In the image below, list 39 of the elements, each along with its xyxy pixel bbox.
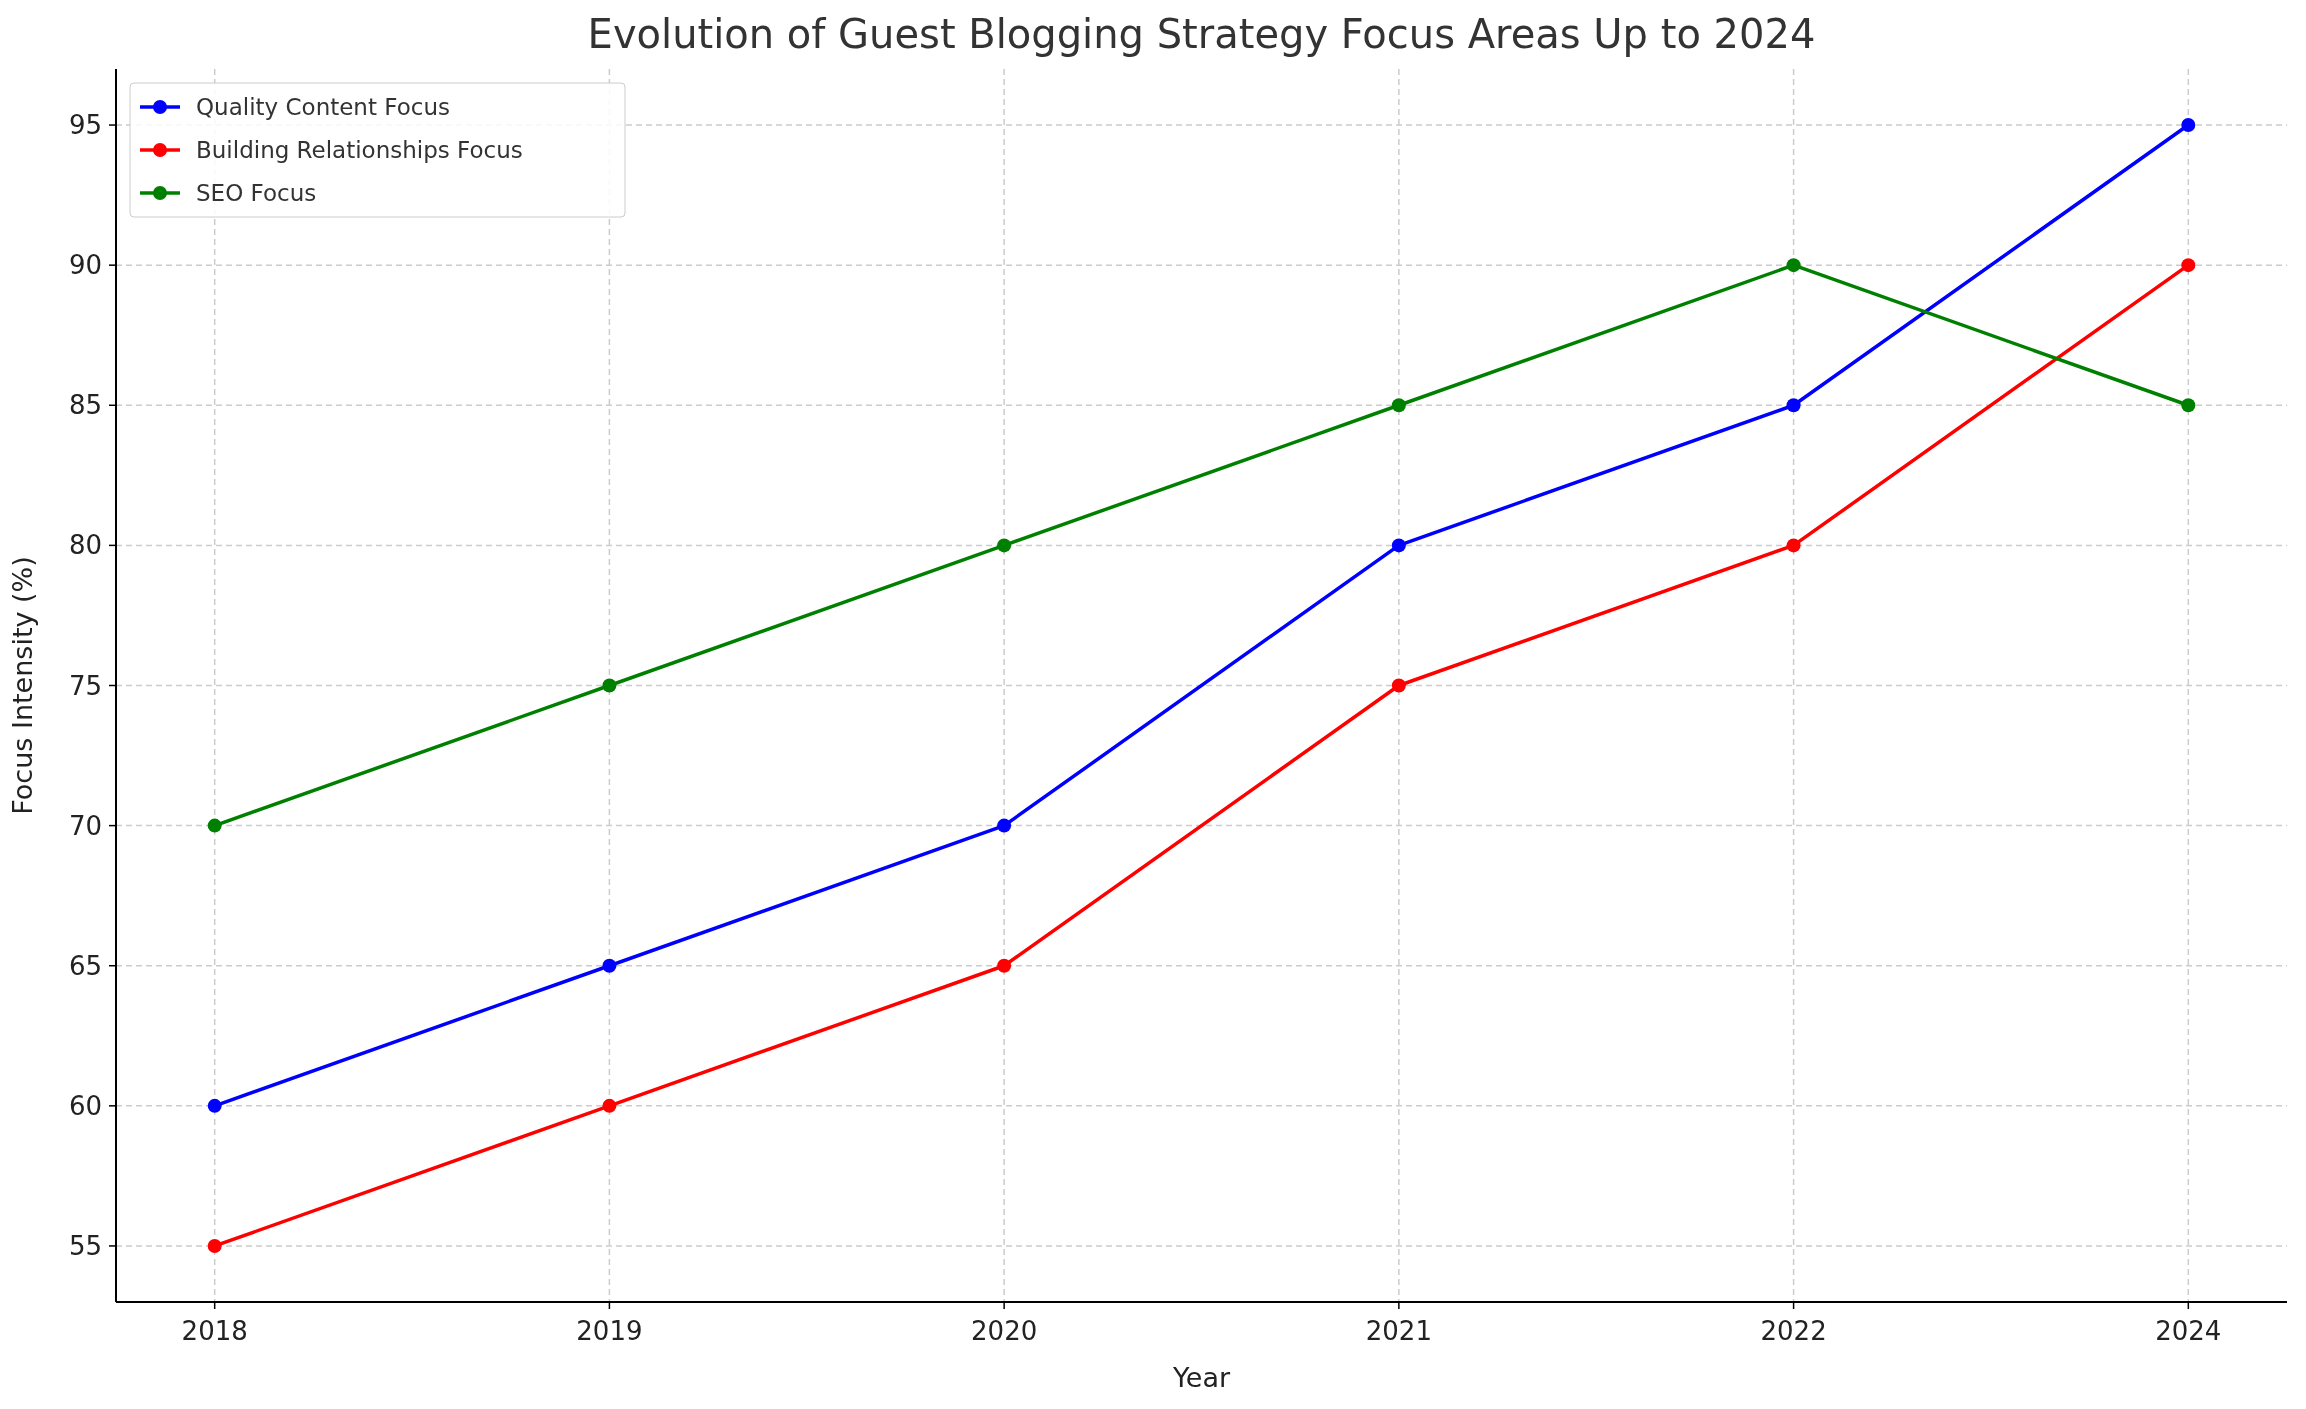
- x-tick-label: 2021: [1365, 1316, 1432, 1346]
- x-axis-title: Year: [1171, 1362, 1231, 1393]
- y-tick-label: 60: [68, 1090, 102, 1121]
- point: [1786, 398, 1801, 413]
- y-tick-label: 65: [68, 950, 102, 981]
- point: [2181, 398, 2196, 413]
- x-tick-label: 2020: [971, 1316, 1038, 1346]
- legend-label: Quality Content Focus: [196, 94, 450, 121]
- point: [207, 1238, 222, 1253]
- x-tick-label: 2019: [576, 1316, 643, 1346]
- point: [997, 538, 1012, 553]
- point: [602, 678, 617, 693]
- y-axis-title: Focus Intensity (%): [7, 556, 38, 815]
- y-tick-label: 80: [68, 530, 102, 561]
- y-tick-label: 85: [68, 390, 102, 421]
- x-tick-label: 2024: [2155, 1316, 2222, 1346]
- point: [1391, 398, 1406, 413]
- point: [1786, 538, 1801, 553]
- point: [2181, 258, 2196, 273]
- legend-label: Building Relationships Focus: [196, 137, 523, 164]
- y-tick-label: 95: [68, 110, 102, 141]
- point: [997, 818, 1012, 833]
- x-tick-label: 2018: [181, 1316, 248, 1346]
- x-tick-label: 2022: [1760, 1316, 1827, 1346]
- point: [207, 1098, 222, 1113]
- y-tick-label: 90: [68, 250, 102, 281]
- chart-title: Evolution of Guest Blogging Strategy Focus Areas Up to 2024: [587, 11, 1816, 57]
- y-tick-label: 55: [68, 1231, 102, 1262]
- point: [1391, 678, 1406, 693]
- point: [1786, 258, 1801, 273]
- point: [1391, 538, 1406, 553]
- point: [207, 818, 222, 833]
- point: [997, 958, 1012, 973]
- y-tick-label: 75: [68, 670, 102, 701]
- point: [2181, 118, 2196, 133]
- legend-label: SEO Focus: [196, 180, 317, 207]
- point: [602, 1098, 617, 1113]
- y-tick-label: 70: [68, 810, 102, 841]
- point: [602, 958, 617, 973]
